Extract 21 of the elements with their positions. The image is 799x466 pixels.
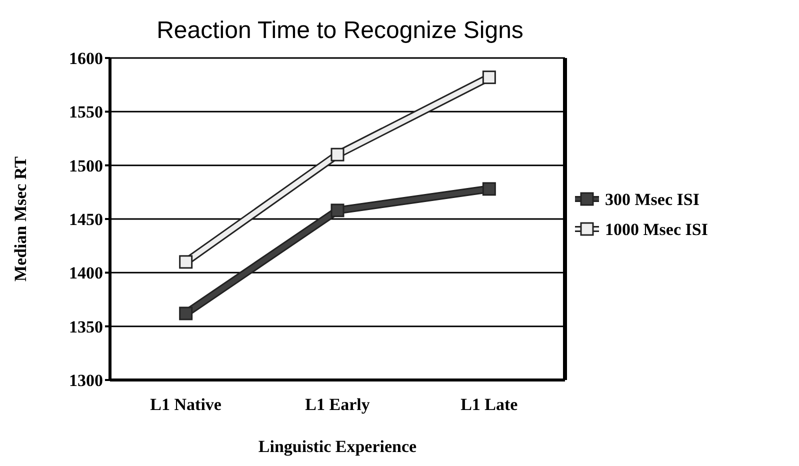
point [482,70,496,84]
y-tick-label: 1300 [69,370,103,390]
x-tick-label: L1 Early [305,395,370,414]
legend-label: 300 Msec ISI [605,190,700,209]
y-tick-label: 1450 [69,210,103,229]
y-tick-label: 1500 [69,156,103,176]
y-tick-label: 1400 [69,264,103,283]
y-tick-label: 1350 [69,317,103,336]
point [179,255,193,269]
point [179,306,193,320]
y-axis-title: Median Msec RT [11,156,30,282]
x-tick-label: L1 Native [150,395,222,414]
y-tick-label: 1600 [69,48,103,68]
point [482,182,496,196]
point [330,148,344,162]
x-axis-title: Linguistic Experience [258,437,418,456]
chart-title: Reaction Time to Recognize Signs [156,17,524,44]
x-tick-label: L1 Late [460,395,518,414]
y-tick-label: 1550 [69,102,103,122]
point [330,204,344,218]
legend-label: 1000 Msec ISI [605,220,708,239]
